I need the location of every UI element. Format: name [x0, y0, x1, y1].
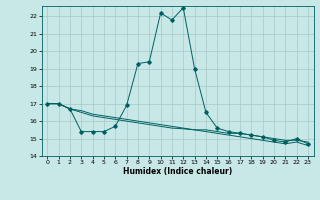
X-axis label: Humidex (Indice chaleur): Humidex (Indice chaleur)	[123, 167, 232, 176]
